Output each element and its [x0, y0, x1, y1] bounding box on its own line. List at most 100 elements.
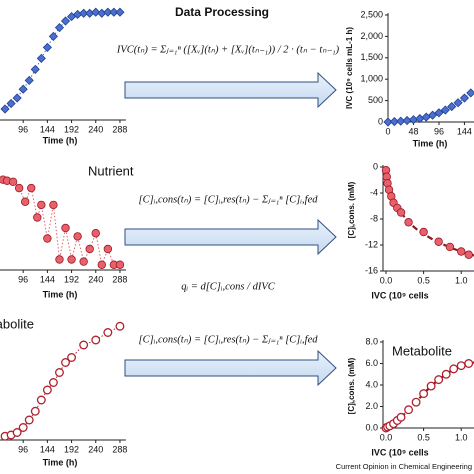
- y-tick-label: 500: [368, 95, 383, 105]
- y-axis-label: IVC (10⁹ cells mL-1 h): [345, 27, 354, 109]
- data-point: [434, 375, 444, 385]
- data-point: [54, 23, 65, 33]
- x-tick-label: 288: [112, 124, 127, 134]
- data-point: [79, 8, 89, 18]
- y-tick-label: -16: [365, 265, 378, 275]
- x-axis-label: Time (h): [43, 289, 78, 299]
- data-point: [464, 359, 474, 368]
- arrow: [124, 71, 337, 109]
- y-tick-label: 2.0: [365, 401, 378, 411]
- x-tick-label: 1.0: [455, 432, 468, 442]
- data-point: [21, 197, 30, 206]
- data-point: [396, 412, 406, 422]
- data-point: [449, 364, 459, 374]
- x-tick-label: 192: [64, 124, 79, 134]
- data-point: [67, 255, 76, 264]
- data-point: [30, 64, 40, 74]
- data-point: [434, 237, 443, 246]
- data-point: [419, 227, 428, 237]
- x-tick-label: 0.5: [417, 432, 430, 442]
- x-tick-label: 240: [88, 124, 103, 134]
- data-point: [428, 110, 438, 120]
- x-tick-label: 144: [40, 444, 55, 454]
- x-tick-label: 0.0: [380, 432, 393, 442]
- data-point: [43, 234, 52, 243]
- annotation: Metabolite: [0, 316, 34, 331]
- y-tick-label: 1,000: [360, 74, 383, 84]
- data-point: [453, 98, 463, 108]
- figure-title: Data Processing: [175, 5, 269, 19]
- data-point: [456, 361, 466, 371]
- data-point: [383, 117, 393, 127]
- data-point: [14, 183, 24, 193]
- data-point: [61, 223, 70, 233]
- data-point: [55, 255, 64, 264]
- arrow: [124, 349, 337, 387]
- equation: [C]ᵢ,cons(tₙ) = [C]ᵢ,res(tₙ) − Σⱼ₌₁ⁿ [C]…: [139, 334, 319, 345]
- data-point: [36, 53, 46, 63]
- y-tick-label: 6.0: [365, 358, 378, 368]
- x-tick-label: 288: [112, 444, 127, 454]
- data-point: [440, 105, 450, 115]
- data-point: [79, 340, 89, 350]
- x-axis-label: IVC (10⁹ cells: [371, 290, 428, 300]
- data-point: [55, 368, 64, 377]
- y-tick-label: 1,500: [360, 52, 383, 62]
- x-tick-label: 0: [385, 126, 390, 136]
- data-point: [91, 229, 100, 238]
- data-point: [49, 200, 58, 210]
- y-tick-label: 2,500: [360, 9, 383, 19]
- y-tick-label: 0: [378, 116, 383, 126]
- data-point: [389, 117, 399, 127]
- x-tick-label: 0.5: [417, 275, 430, 285]
- x-tick-label: 288: [112, 274, 127, 284]
- y-tick-label: 0: [373, 161, 378, 171]
- data-point: [459, 93, 470, 103]
- x-tick-label: 0.0: [380, 275, 393, 285]
- data-point: [42, 385, 52, 395]
- x-axis-label: Time (h): [413, 138, 448, 148]
- x-axis-label: Time (h): [43, 135, 78, 145]
- x-tick-label: 192: [64, 274, 79, 284]
- data-point: [18, 84, 28, 94]
- y-tick-label: -12: [365, 239, 378, 249]
- data-point: [30, 406, 40, 416]
- data-point: [426, 381, 436, 391]
- data-point: [447, 102, 457, 112]
- x-tick-label: 192: [64, 444, 79, 454]
- data-point: [27, 183, 36, 193]
- equation: qᵢ = d[C]ᵢ,cons / dIVC: [181, 281, 276, 292]
- data-point: [48, 31, 58, 41]
- data-point: [91, 7, 101, 17]
- data-point: [85, 244, 94, 254]
- x-tick-label: 240: [88, 444, 103, 454]
- data-point: [12, 93, 22, 103]
- y-axis-label: [C]ᵢ,cons. (mM): [347, 357, 356, 414]
- data-point: [445, 242, 455, 252]
- annotation: Nutrient: [88, 163, 134, 178]
- x-tick-label: 144: [40, 274, 55, 284]
- x-tick-label: 96: [18, 444, 28, 454]
- data-point: [434, 108, 444, 118]
- y-tick-label: -8: [370, 213, 378, 223]
- data-point: [441, 369, 451, 379]
- data-point: [42, 42, 52, 52]
- annotation: Metabolite: [392, 343, 452, 358]
- x-axis-label: IVC (10⁹ cells: [371, 447, 428, 457]
- data-point: [24, 415, 34, 425]
- data-point: [103, 244, 113, 254]
- data-point: [115, 260, 125, 269]
- y-tick-label: 8.0: [365, 336, 378, 346]
- data-point: [36, 395, 46, 405]
- data-point: [396, 208, 406, 217]
- data-point: [115, 321, 125, 331]
- data-point: [0, 104, 10, 114]
- equation: [C]ᵢ,cons(tₙ) = [C]ᵢ,res(tₙ) − Σⱼ₌₁ⁿ [C]…: [139, 194, 319, 205]
- x-tick-label: 96: [18, 124, 28, 134]
- data-point: [79, 257, 88, 266]
- arrow: [124, 218, 337, 256]
- x-tick-label: 144: [40, 124, 55, 134]
- data-point: [33, 213, 42, 222]
- x-axis-label: Time (h): [43, 457, 78, 467]
